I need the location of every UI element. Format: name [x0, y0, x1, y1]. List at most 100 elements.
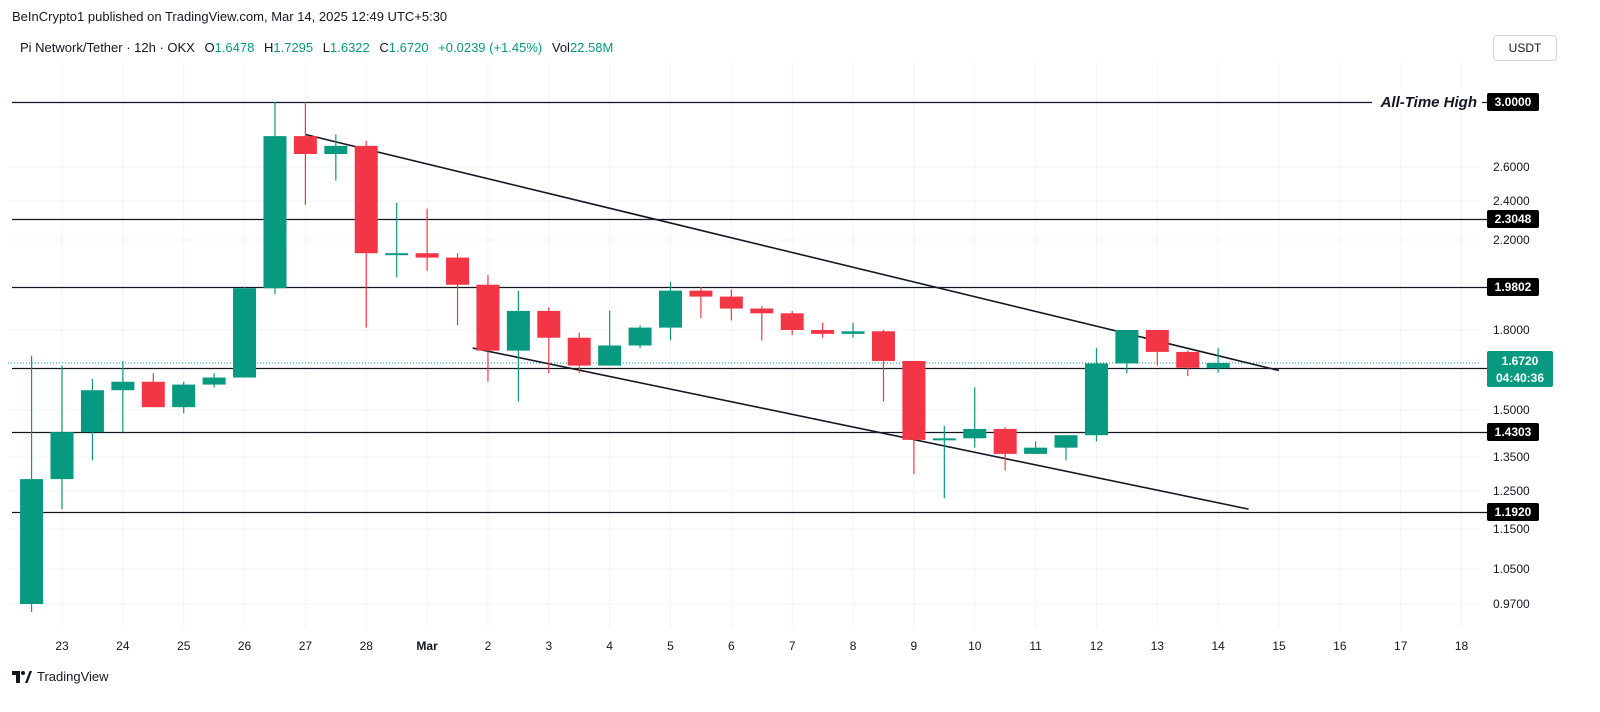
trendline	[472, 347, 1249, 510]
candle-body	[172, 384, 196, 408]
x-tick-label: 28	[360, 639, 374, 653]
x-tick-label: 8	[850, 639, 857, 653]
level-price-label-bg	[1487, 423, 1539, 441]
tradingview-brand-name: TradingView	[37, 669, 109, 684]
candle-body	[598, 345, 622, 366]
candle-body	[80, 390, 104, 433]
candle-body	[567, 337, 591, 366]
candle-body	[354, 145, 378, 254]
price-labels: 3.00002.30481.98021.64871.43031.19201.67…	[1372, 90, 1553, 521]
x-axis: 23 24 25 26 27 28 Mar 2 3 4 5 6 7 8 9 10 11 12 13 14 15 16 17 1…	[55, 639, 1468, 653]
high-label: H	[263, 40, 274, 55]
y-tick-label: 1.0500	[1493, 562, 1530, 576]
ohlc-legend: Pi Network/Tether · 12h · OKX O1.6478 H1…	[20, 40, 613, 55]
candle-body	[476, 284, 500, 351]
x-tick-label: 11	[1029, 639, 1042, 653]
candle-body	[202, 377, 226, 385]
x-tick-label: 9	[911, 639, 918, 653]
open-value: 1.6478	[214, 40, 255, 55]
candle-body	[750, 308, 774, 314]
annotation-background	[1372, 90, 1482, 112]
x-tick-label: 25	[177, 639, 191, 653]
currency-button[interactable]: USDT	[1493, 35, 1557, 61]
y-tick-label: 1.1500	[1493, 522, 1530, 536]
symbol-name[interactable]: Pi Network/Tether · 12h · OKX	[20, 40, 195, 55]
candle-body	[263, 136, 287, 289]
candle-body	[233, 288, 257, 378]
candle-body	[871, 331, 895, 361]
candle-body	[446, 257, 470, 285]
close-value: 1.6720	[388, 40, 429, 55]
x-tick-label: 5	[667, 639, 674, 653]
level-price-label: 2.3048	[1495, 212, 1532, 226]
countdown-label: 04:40:36	[1496, 371, 1544, 385]
all-time-high-annotation: All-Time High	[1380, 94, 1477, 111]
x-tick-label: 14	[1211, 639, 1225, 653]
level-price-label-bg	[1487, 278, 1539, 296]
level-price-label: 1.9802	[1495, 280, 1532, 294]
candles	[20, 102, 1230, 612]
level-price-label: 1.1920	[1495, 505, 1532, 519]
y-tick-label: 1.5000	[1493, 403, 1530, 417]
x-tick-label: 26	[238, 639, 252, 653]
x-tick-label: 2	[485, 639, 492, 653]
level-price-label-bg	[1487, 503, 1539, 521]
y-tick-label: 1.2500	[1493, 484, 1530, 498]
volume-label: Vol	[551, 40, 570, 55]
volume-value: 22.58M	[569, 40, 614, 55]
candle-body	[385, 253, 409, 256]
candle-body	[111, 381, 135, 391]
y-tick-label: 2.4000	[1493, 194, 1530, 208]
candle-body	[1115, 330, 1139, 364]
current-price-box	[1487, 351, 1553, 387]
candle-body	[20, 479, 44, 604]
candle-body	[689, 290, 713, 297]
low-value: 1.6322	[330, 40, 370, 55]
horizontal-levels	[8, 101, 1487, 514]
candle-body	[1054, 435, 1078, 448]
footer-brand: TradingView	[12, 669, 109, 684]
y-tick-label: 1.8000	[1493, 323, 1530, 337]
y-tick-label: 2.6000	[1493, 160, 1530, 174]
candle-body	[811, 330, 835, 334]
x-tick-label: 27	[299, 639, 313, 653]
candle-body	[932, 438, 956, 441]
x-tick-label: 10	[968, 639, 982, 653]
x-tick-label: 3	[545, 639, 552, 653]
candle-body	[324, 145, 348, 154]
chart-grid	[8, 62, 1480, 628]
x-tick-label: 4	[606, 639, 613, 653]
candle-body	[293, 136, 317, 154]
y-axis: 3.00002.60002.40002.20002.00001.80001.50…	[1493, 95, 1530, 611]
open-label: O	[204, 40, 215, 55]
candle-body	[506, 310, 530, 351]
level-price-label-bg	[1487, 210, 1539, 228]
x-tick-label: 15	[1272, 639, 1286, 653]
x-tick-label: 18	[1455, 639, 1469, 653]
candle-body	[993, 428, 1017, 454]
level-price-label-bg	[1487, 93, 1539, 111]
y-tick-label: 1.3500	[1493, 450, 1530, 464]
level-price-label: 3.0000	[1495, 95, 1532, 109]
candle-body	[415, 253, 439, 258]
y-tick-label: 0.9700	[1493, 597, 1530, 611]
x-tick-label: 23	[55, 639, 69, 653]
x-tick-label: 12	[1090, 639, 1104, 653]
candle-body	[537, 310, 561, 338]
current-price-label: 1.6720	[1502, 354, 1539, 368]
candle-body	[963, 428, 987, 439]
y-tick-label: 2.2000	[1493, 233, 1530, 247]
candle-body	[628, 327, 652, 346]
candle-body	[1145, 330, 1169, 352]
candle-body	[719, 296, 743, 309]
tradingview-logo-icon	[12, 670, 32, 683]
x-tick-label: Mar	[416, 639, 438, 653]
candle-body	[841, 331, 865, 334]
level-price-label: 1.4303	[1495, 425, 1532, 439]
candle-body	[1084, 363, 1108, 436]
x-tick-label: 16	[1333, 639, 1347, 653]
candle-body	[1176, 351, 1200, 368]
high-value: 1.7295	[273, 40, 314, 55]
x-tick-label: 17	[1394, 639, 1408, 653]
